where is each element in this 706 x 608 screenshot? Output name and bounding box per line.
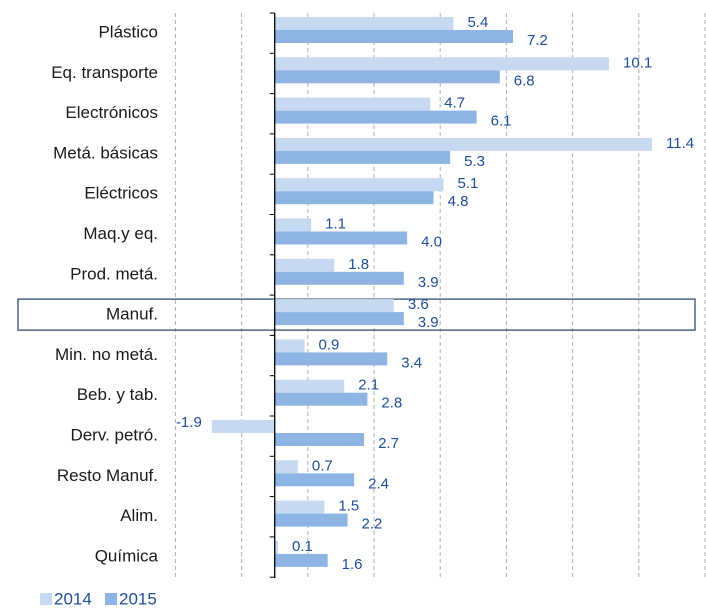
bar xyxy=(274,312,404,326)
bar xyxy=(274,553,328,567)
bar xyxy=(274,352,388,366)
value-label: 10.1 xyxy=(623,54,652,71)
value-label: 2.7 xyxy=(378,435,399,452)
value-label: 3.6 xyxy=(408,296,429,313)
bar xyxy=(274,540,279,554)
bar xyxy=(274,191,434,205)
category-label: Eq. transporte xyxy=(51,63,158,82)
legend-label: 2015 xyxy=(119,589,157,608)
bar xyxy=(274,513,348,527)
value-label: 2.1 xyxy=(358,377,379,394)
category-label: Eléctricos xyxy=(84,184,158,203)
value-label: 0.1 xyxy=(292,538,313,555)
bar xyxy=(274,70,500,84)
bar xyxy=(274,299,394,313)
value-label: 5.1 xyxy=(458,175,479,192)
value-label: 1.6 xyxy=(342,556,363,573)
category-label: Alim. xyxy=(120,506,158,525)
category-label: Min. no metá. xyxy=(55,345,158,364)
category-label: Resto Manuf. xyxy=(57,466,158,485)
bar xyxy=(274,500,325,514)
legend-label: 2014 xyxy=(54,589,92,608)
value-label: 7.2 xyxy=(527,32,548,49)
category-label: Plástico xyxy=(98,22,158,41)
value-label: 0.9 xyxy=(318,336,339,353)
value-label: 5.4 xyxy=(467,14,488,31)
value-label: 5.3 xyxy=(464,153,485,170)
value-label: 4.8 xyxy=(448,193,469,210)
bar xyxy=(274,433,365,446)
bar xyxy=(274,57,610,71)
value-label: 4.7 xyxy=(444,95,465,112)
bar xyxy=(274,110,477,124)
value-label: 4.0 xyxy=(421,233,442,250)
category-label: Prod. metá. xyxy=(70,264,158,283)
bar xyxy=(274,17,454,30)
value-label: 1.5 xyxy=(338,498,359,515)
bar xyxy=(274,379,345,393)
category-label: Química xyxy=(95,546,159,565)
category-label: Electrónicos xyxy=(65,103,158,122)
value-label: 2.2 xyxy=(362,516,383,533)
bar xyxy=(274,137,653,151)
category-label: Metá. básicas xyxy=(53,143,158,162)
value-label: -1.9 xyxy=(176,414,202,431)
category-label: Derv. petró. xyxy=(70,425,158,444)
bar xyxy=(274,473,355,487)
value-label: 2.8 xyxy=(381,395,402,412)
legend-swatch xyxy=(105,593,117,605)
bar xyxy=(274,271,404,285)
bar xyxy=(274,218,312,232)
bar xyxy=(274,178,444,192)
category-label: Beb. y tab. xyxy=(77,385,158,404)
value-label: 6.1 xyxy=(491,113,512,130)
legend-swatch xyxy=(40,593,52,605)
value-label: 2.4 xyxy=(368,475,389,492)
bar xyxy=(274,392,368,406)
value-label: 1.1 xyxy=(325,215,346,232)
value-label: 3.9 xyxy=(418,274,439,291)
value-label: 3.4 xyxy=(401,354,422,371)
bar xyxy=(274,258,335,272)
bar xyxy=(274,150,451,164)
bar xyxy=(274,339,305,353)
category-label: Maq.y eq. xyxy=(83,224,158,243)
value-label: 6.8 xyxy=(514,72,535,89)
bar xyxy=(274,97,431,111)
value-label: 0.7 xyxy=(312,457,333,474)
bar xyxy=(274,231,408,245)
bar xyxy=(274,460,298,474)
value-label: 3.9 xyxy=(418,314,439,331)
category-label: Manuf. xyxy=(106,305,158,324)
value-label: 1.8 xyxy=(348,256,369,273)
bar xyxy=(211,420,275,433)
value-label: 11.4 xyxy=(666,135,694,152)
bar xyxy=(274,30,514,43)
